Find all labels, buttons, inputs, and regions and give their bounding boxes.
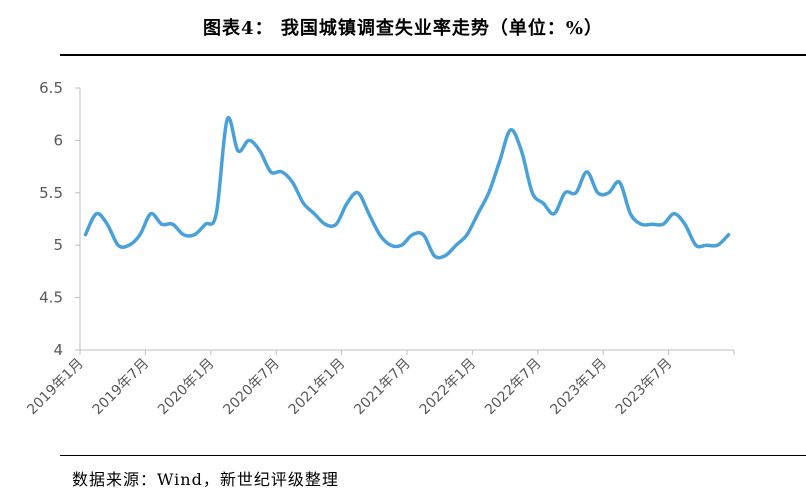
x-tick-label: 2021年1月 xyxy=(286,356,349,419)
y-tick-label: 4.5 xyxy=(39,289,63,307)
x-tick-label: 2021年7月 xyxy=(351,356,414,419)
series-line xyxy=(83,115,731,260)
x-tick-label: 2019年7月 xyxy=(90,356,153,419)
x-tick-label: 2022年7月 xyxy=(482,356,545,419)
y-tick-label: 6.5 xyxy=(39,79,63,97)
bottom-rule xyxy=(60,455,806,456)
y-tick-label: 4 xyxy=(53,341,63,359)
y-tick-label: 5.5 xyxy=(39,184,63,202)
source-note: 数据来源：Wind，新世纪评级整理 xyxy=(72,470,339,489)
top-rule xyxy=(60,54,806,56)
x-axis-ticks: 2019年1月 2019年7月 2020年1月 2020年7月 2021年1月 2021年… xyxy=(24,350,735,419)
y-tick-label: 5 xyxy=(53,236,63,254)
x-tick-label: 2020年7月 xyxy=(220,356,283,419)
x-tick-label: 2023年1月 xyxy=(547,356,610,419)
y-axis-ticks: 4 4.5 5 5.5 6 6.5 xyxy=(39,79,80,359)
y-tick-label: 6 xyxy=(53,131,63,149)
x-tick-label: 2020年1月 xyxy=(155,356,218,419)
x-tick-label: 2019年1月 xyxy=(24,356,87,419)
chart-title: 图表4： 我国城镇调查失业率走势（单位：%） xyxy=(203,18,603,39)
x-tick-label: 2022年1月 xyxy=(417,356,480,419)
x-tick-label: 2023年7月 xyxy=(613,356,676,419)
